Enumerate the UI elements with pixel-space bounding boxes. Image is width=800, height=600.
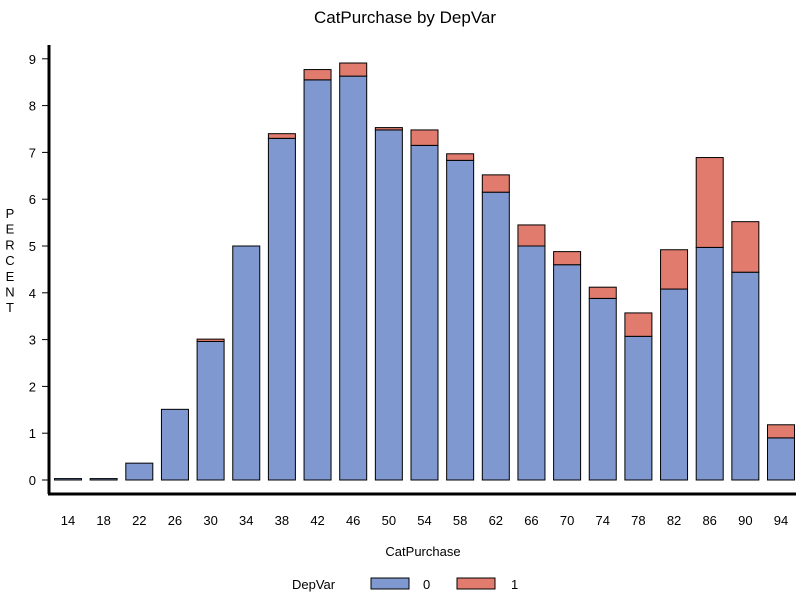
x-tick-label: 34 <box>239 513 253 528</box>
x-axis-ticks: 14 18 22 26 30 34 38 42 46 50 54 58 62 66 70 74 78 82 86 90… <box>61 513 788 528</box>
x-tick-label: 26 <box>168 513 182 528</box>
y-tick-label: 9 <box>29 52 36 67</box>
x-tick-label: 70 <box>560 513 574 528</box>
bar-58-depvar-0 <box>446 159 475 481</box>
bar-46-depvar-1 <box>339 62 368 77</box>
bar-86-depvar-1 <box>695 157 724 248</box>
bar-34-depvar-0 <box>232 245 261 481</box>
bar-22-depvar-0 <box>125 462 154 481</box>
bar-14-depvar-0 <box>54 478 82 481</box>
bar-82-depvar-1 <box>660 249 689 290</box>
x-tick-label: 90 <box>738 513 752 528</box>
x-tick-label: 38 <box>275 513 289 528</box>
legend-title: DepVar <box>292 577 336 592</box>
y-axis-ticks: 0 1 2 3 4 5 6 7 8 9 <box>29 52 49 488</box>
bar-38-depvar-0 <box>267 137 296 481</box>
y-tick-label: 8 <box>29 99 36 114</box>
y-tick-label: 4 <box>29 286 36 301</box>
x-tick-label: 74 <box>596 513 610 528</box>
x-tick-label: 66 <box>524 513 538 528</box>
bar-58-depvar-1 <box>446 153 475 161</box>
bar-50-depvar-0 <box>374 129 403 481</box>
bar-78-depvar-1 <box>624 312 653 337</box>
bar-74-depvar-1 <box>588 286 617 299</box>
legend-label-0: 0 <box>423 577 430 592</box>
bar-50-depvar-1 <box>374 127 403 131</box>
x-tick-label: 30 <box>203 513 217 528</box>
bar-90-depvar-1 <box>731 221 760 273</box>
y-tick-label: 6 <box>29 192 36 207</box>
bar-94-depvar-1 <box>767 424 795 439</box>
bars <box>54 62 795 481</box>
legend-label-1: 1 <box>511 577 518 592</box>
x-tick-label: 14 <box>61 513 75 528</box>
bar-18-depvar-0 <box>89 478 118 481</box>
x-tick-label: 62 <box>489 513 503 528</box>
x-tick-label: 22 <box>132 513 146 528</box>
x-tick-label: 78 <box>631 513 645 528</box>
bar-70-depvar-1 <box>553 251 582 266</box>
y-tick-label: 1 <box>29 426 36 441</box>
chart-title: CatPurchase by DepVar <box>314 8 496 27</box>
x-tick-label: 94 <box>774 513 788 528</box>
bar-38-depvar-1 <box>267 133 296 139</box>
y-tick-label: 5 <box>29 239 36 254</box>
x-tick-label: 58 <box>453 513 467 528</box>
bar-62-depvar-1 <box>481 174 510 193</box>
bar-90-depvar-0 <box>731 271 760 481</box>
bar-86-depvar-0 <box>695 246 724 481</box>
bar-26-depvar-0 <box>160 408 189 481</box>
bar-82-depvar-0 <box>660 288 689 481</box>
y-tick-label: 0 <box>29 473 36 488</box>
x-tick-label: 82 <box>667 513 681 528</box>
y-tick-label: 2 <box>29 379 36 394</box>
x-tick-label: 50 <box>382 513 396 528</box>
x-tick-label: 18 <box>96 513 110 528</box>
bar-66-depvar-0 <box>517 245 546 481</box>
x-tick-label: 46 <box>346 513 360 528</box>
bar-54-depvar-0 <box>410 144 439 481</box>
legend: DepVar 0 1 <box>292 577 518 592</box>
bar-46-depvar-0 <box>339 75 368 481</box>
bar-74-depvar-0 <box>588 297 617 481</box>
bar-30-depvar-1 <box>196 338 225 342</box>
x-tick-label: 42 <box>310 513 324 528</box>
bar-30-depvar-0 <box>196 340 225 481</box>
bar-66-depvar-1 <box>517 224 546 247</box>
legend-swatch-0 <box>370 577 410 590</box>
bar-62-depvar-0 <box>481 191 510 481</box>
bar-70-depvar-0 <box>553 264 582 481</box>
x-tick-label: 54 <box>417 513 431 528</box>
x-axis-label: CatPurchase <box>385 544 460 559</box>
y-tick-label: 3 <box>29 333 36 348</box>
bar-54-depvar-1 <box>410 129 439 146</box>
bar-42-depvar-0 <box>303 79 332 481</box>
x-tick-label: 86 <box>702 513 716 528</box>
bar-78-depvar-0 <box>624 335 653 481</box>
y-tick-label: 7 <box>29 145 36 160</box>
bar-94-depvar-0 <box>767 437 795 481</box>
bar-42-depvar-1 <box>303 69 332 81</box>
legend-swatch-1 <box>456 577 496 590</box>
